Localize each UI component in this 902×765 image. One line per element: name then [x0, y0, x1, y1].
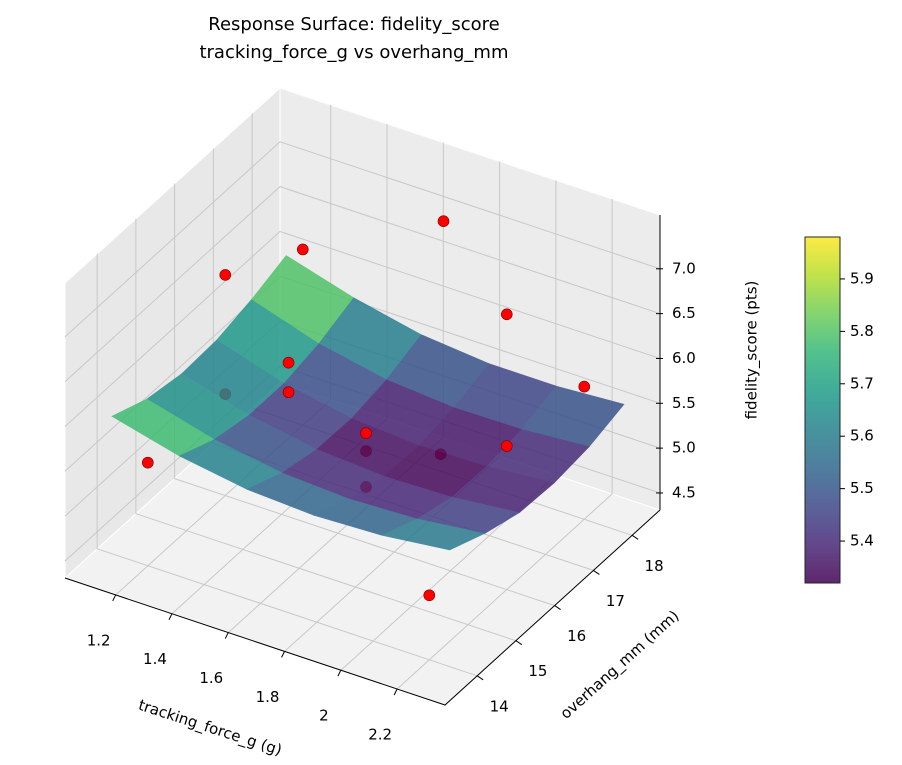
- colorbar-tick-label: 5.9: [850, 269, 874, 287]
- colorbar-tick-label: 5.6: [850, 427, 874, 445]
- scatter-point: [219, 269, 232, 281]
- z-axis-label: fidelity_score (pts): [743, 281, 762, 420]
- grid-line: [64, 186, 661, 382]
- x-tick: [112, 594, 117, 602]
- z-tick-label: 5.5: [672, 394, 696, 412]
- z-tick-label: 6.0: [672, 349, 696, 367]
- x-tick: [337, 669, 342, 677]
- scatter-point: [282, 356, 295, 369]
- x-tick: [224, 632, 229, 639]
- chart-subtitle: tracking_force_g vs overhang_mm: [199, 42, 508, 63]
- x-tick: [281, 651, 286, 658]
- axis-line: [64, 509, 661, 706]
- colorbar: [804, 236, 841, 584]
- z-tick-label: 7.0: [672, 259, 696, 277]
- y-tick-label: 15: [528, 662, 547, 680]
- x-tick: [393, 688, 398, 696]
- colorbar-tick-label: 5.4: [850, 532, 874, 550]
- surface-patch: [381, 518, 486, 551]
- y-tick-label: 18: [645, 557, 664, 575]
- colorbar-tick-label: 5.7: [850, 374, 874, 392]
- scatter-point: [360, 427, 372, 439]
- x-tick-label: 2: [319, 707, 329, 725]
- scatter-point: [282, 386, 295, 399]
- scatter-point: [500, 308, 513, 321]
- colorbar-tick-label: 5.8: [850, 322, 874, 340]
- grid-line: [64, 141, 661, 338]
- scatter-point: [578, 380, 591, 393]
- y-tick: [515, 640, 523, 646]
- grid-line: [64, 230, 661, 427]
- z-tick-label: 4.5: [672, 483, 696, 501]
- scatter-point: [296, 243, 309, 256]
- scatter-point: [500, 440, 513, 452]
- surface: [111, 255, 625, 551]
- colorbar-tick-label: 5.5: [850, 479, 874, 497]
- x-tick: [168, 613, 173, 620]
- x-tick-label: 1.2: [87, 631, 111, 649]
- y-tick-label: 17: [606, 592, 625, 610]
- x-tick-label: 1.8: [256, 688, 280, 706]
- x-tick-label: 1.4: [143, 650, 167, 668]
- y-tick-label: 14: [490, 697, 509, 715]
- y-tick: [476, 675, 484, 681]
- x-tick-label: 1.6: [199, 669, 223, 687]
- y-tick: [554, 605, 561, 610]
- y-tick: [631, 534, 639, 540]
- scatter-point: [423, 589, 436, 602]
- z-tick-label: 5.0: [672, 439, 696, 457]
- scatter-point: [437, 215, 450, 228]
- y-tick-label: 16: [567, 627, 586, 645]
- scatter-point: [142, 456, 154, 469]
- y-axis-label: overhang_mm (mm): [557, 607, 684, 724]
- chart-title: Response Surface: fidelity_score: [208, 14, 499, 35]
- y-tick: [593, 570, 600, 575]
- z-tick-label: 6.5: [672, 304, 696, 322]
- x-tick-label: 2.2: [368, 726, 392, 744]
